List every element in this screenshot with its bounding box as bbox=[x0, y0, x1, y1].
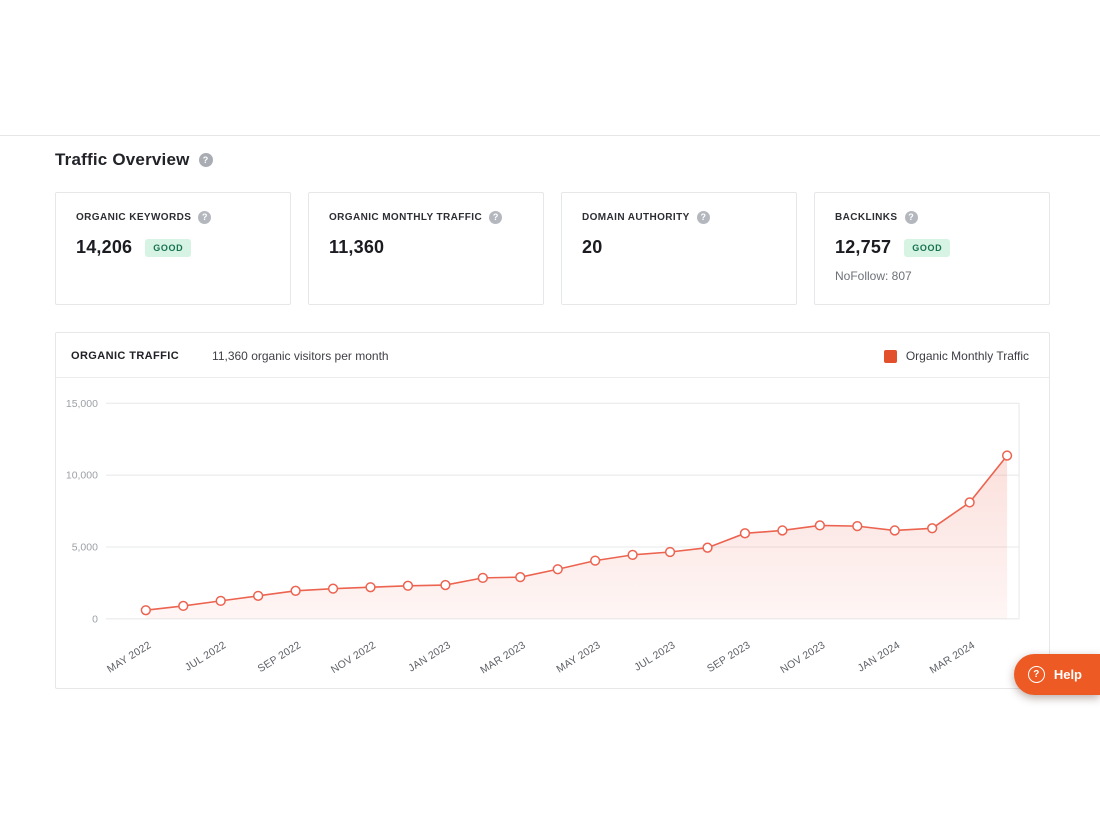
page-title-row: Traffic Overview ? bbox=[55, 150, 1050, 170]
x-axis-tick-label: NOV 2022 bbox=[329, 640, 378, 676]
data-point-marker bbox=[927, 523, 938, 534]
traffic-line bbox=[145, 455, 1008, 611]
x-axis-tick-label: MAR 2023 bbox=[479, 640, 528, 676]
data-point-marker bbox=[627, 549, 638, 561]
x-axis-tick-label: MAY 2023 bbox=[555, 640, 603, 676]
data-point-marker bbox=[777, 525, 788, 536]
data-point-marker bbox=[402, 580, 414, 591]
stat-help-icon[interactable]: ? bbox=[198, 211, 212, 224]
y-axis-tick-label: 0 bbox=[92, 614, 98, 625]
data-point-marker bbox=[215, 595, 226, 607]
data-point-marker bbox=[964, 497, 975, 508]
organic-traffic-chart-card: ORGANIC TRAFFIC 11,360 organic visitors … bbox=[55, 332, 1050, 689]
y-axis-tick-label: 5,000 bbox=[72, 542, 98, 553]
data-point-marker bbox=[814, 520, 825, 531]
x-axis-tick-label: JUL 2022 bbox=[183, 640, 228, 674]
stat-card-domain-authority: DOMAIN AUTHORITY ? 20 bbox=[561, 192, 797, 305]
stat-help-icon[interactable]: ? bbox=[904, 211, 918, 224]
data-point-marker bbox=[253, 590, 264, 601]
legend-label: Organic Monthly Traffic bbox=[905, 349, 1029, 363]
chart-body: 0 5,000 10,000 15,000 MAY 2022 JUL 2022 SEP 20… bbox=[56, 378, 1049, 684]
x-axis-tick-label: JUL 2023 bbox=[633, 640, 678, 674]
top-divider bbox=[0, 135, 1100, 136]
stat-value: 20 bbox=[582, 237, 603, 257]
nofollow-note: NoFollow: 807 bbox=[835, 269, 912, 283]
x-axis-tick-label: MAY 2022 bbox=[106, 640, 154, 676]
stat-value: 11,360 bbox=[329, 237, 385, 257]
stat-help-icon[interactable]: ? bbox=[696, 211, 710, 224]
legend-swatch bbox=[883, 349, 897, 363]
chart-header: ORGANIC TRAFFIC 11,360 organic visitors … bbox=[56, 333, 1049, 378]
data-point-marker bbox=[739, 528, 751, 539]
help-button[interactable]: ? Help bbox=[1013, 654, 1100, 695]
stat-card-organic-monthly-traffic: ORGANIC MONTHLY TRAFFIC ? 11,360 bbox=[308, 192, 544, 305]
data-point-marker bbox=[365, 582, 376, 593]
data-point-marker bbox=[1001, 450, 1013, 461]
stat-card-organic-keywords: ORGANIC KEYWORDS ? 14,206 GOOD bbox=[55, 192, 291, 305]
data-point-marker bbox=[889, 525, 900, 536]
status-badge: GOOD bbox=[904, 238, 951, 257]
data-point-marker bbox=[178, 600, 189, 612]
chart-title: ORGANIC TRAFFIC bbox=[71, 350, 180, 362]
title-help-icon[interactable]: ? bbox=[198, 153, 213, 167]
legend-item-organic-monthly-traffic[interactable]: Organic Monthly Traffic bbox=[883, 349, 1029, 363]
x-axis-tick-label: SEP 2023 bbox=[706, 640, 753, 675]
data-point-marker bbox=[552, 564, 563, 575]
x-axis-tick-label: JAN 2023 bbox=[407, 640, 453, 675]
x-axis-tick-label: MAR 2024 bbox=[928, 640, 977, 676]
status-badge: GOOD bbox=[145, 238, 192, 257]
stat-value: 14,206 bbox=[76, 237, 133, 257]
traffic-area-fill bbox=[145, 455, 1008, 619]
stat-label: BACKLINKS bbox=[835, 212, 898, 223]
data-point-marker bbox=[477, 572, 488, 584]
traffic-overview-section: Traffic Overview ? ORGANIC KEYWORDS ? 14… bbox=[55, 150, 1050, 689]
x-axis-tick-label: JAN 2024 bbox=[856, 640, 902, 675]
y-axis-tick-label: 10,000 bbox=[66, 471, 98, 482]
data-point-marker bbox=[140, 605, 151, 616]
stats-row: ORGANIC KEYWORDS ? 14,206 GOOD ORGANIC M… bbox=[55, 192, 1050, 305]
organic-traffic-line-chart[interactable]: 0 5,000 10,000 15,000 MAY 2022 JUL 2022 SEP 20… bbox=[56, 384, 1049, 684]
stat-label: ORGANIC KEYWORDS bbox=[76, 212, 192, 223]
data-point-marker bbox=[327, 583, 339, 594]
data-point-marker bbox=[440, 579, 451, 591]
page-title: Traffic Overview bbox=[55, 150, 190, 169]
data-point-marker bbox=[852, 520, 863, 532]
stat-card-backlinks: BACKLINKS ? 12,757 GOOD NoFollow: 807 bbox=[814, 192, 1050, 305]
stat-label: DOMAIN AUTHORITY bbox=[582, 212, 690, 223]
y-axis-tick-label: 15,000 bbox=[66, 399, 98, 410]
data-point-marker bbox=[290, 585, 301, 596]
help-button-label: Help bbox=[1053, 667, 1082, 682]
stat-help-icon[interactable]: ? bbox=[489, 211, 503, 224]
stat-label: ORGANIC MONTHLY TRAFFIC bbox=[329, 212, 483, 223]
x-axis-tick-label: SEP 2022 bbox=[256, 640, 303, 675]
help-question-icon: ? bbox=[1027, 666, 1045, 683]
data-point-marker bbox=[590, 555, 601, 566]
chart-subtitle: 11,360 organic visitors per month bbox=[212, 349, 389, 363]
stat-value: 12,757 bbox=[835, 237, 892, 257]
data-point-marker bbox=[664, 546, 676, 558]
x-axis-tick-label: NOV 2023 bbox=[779, 640, 828, 676]
data-point-marker bbox=[515, 572, 526, 583]
data-point-marker bbox=[702, 542, 713, 553]
